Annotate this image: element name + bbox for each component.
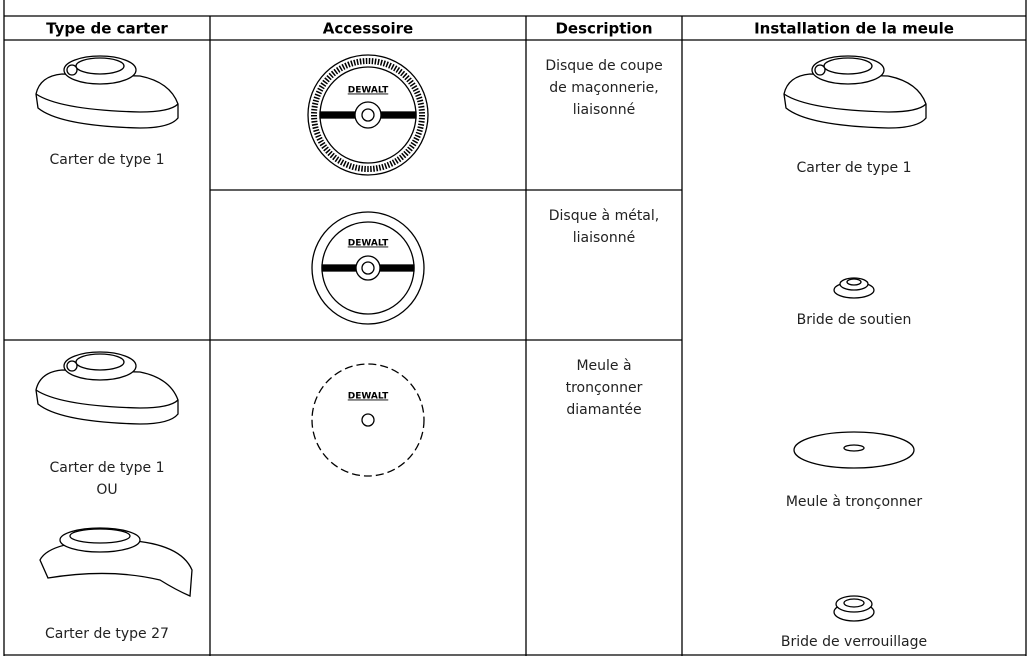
guard-type-1-icon	[783, 55, 927, 129]
brand-label: DEWALT	[348, 392, 389, 402]
cutting-wheel-icon	[793, 431, 915, 469]
metal-disc-icon	[311, 211, 425, 325]
installation-label: Bride de verrouillage	[781, 634, 927, 650]
guard-type-1-icon	[35, 351, 179, 425]
description: tronçonner	[566, 380, 643, 396]
guard-label: Carter de type 1	[49, 460, 164, 476]
description: Disque à métal,	[549, 208, 659, 224]
guard-type-1-icon	[35, 55, 179, 129]
column-header: Accessoire	[323, 20, 413, 38]
brand-label: DEWALT	[348, 86, 389, 96]
description: Meule à	[576, 358, 631, 374]
installation-label: Carter de type 1	[796, 160, 911, 176]
guard-type-27-icon	[39, 527, 193, 597]
guard-label: OU	[96, 482, 117, 498]
masonry-disc-icon	[307, 54, 429, 176]
description: liaisonné	[573, 230, 635, 246]
description: Disque de coupe	[545, 58, 662, 74]
column-header: Type de carter	[46, 20, 168, 38]
description: diamantée	[566, 402, 641, 418]
table-lines	[3, 0, 1027, 656]
diamond-disc-icon	[311, 363, 425, 477]
guard-label: Carter de type 27	[45, 626, 169, 642]
guard-label: Carter de type 1	[49, 152, 164, 168]
backing-flange-icon	[833, 277, 875, 299]
installation-label: Meule à tronçonner	[786, 494, 923, 510]
brand-label: DEWALT	[348, 239, 389, 249]
column-header: Description	[555, 20, 652, 38]
description: de maçonnerie,	[549, 80, 659, 96]
lock-flange-icon	[833, 595, 875, 622]
header-row	[4, 16, 1026, 40]
column-header: Installation de la meule	[754, 20, 954, 38]
installation-label: Bride de soutien	[797, 312, 912, 328]
description: liaisonné	[573, 102, 635, 118]
